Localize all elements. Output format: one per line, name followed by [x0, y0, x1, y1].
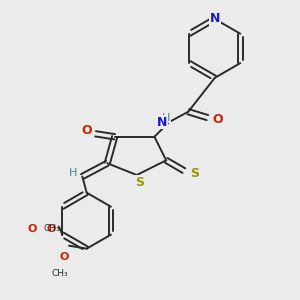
Text: O: O: [212, 112, 223, 126]
Text: CH₃: CH₃: [52, 269, 68, 278]
Text: H: H: [162, 112, 170, 123]
Text: S: S: [135, 176, 144, 189]
Text: O: O: [47, 224, 56, 235]
Text: H: H: [69, 168, 77, 178]
Text: N: N: [210, 13, 220, 26]
Text: O: O: [28, 224, 37, 234]
Text: CH₃: CH₃: [43, 224, 60, 233]
Text: N: N: [157, 116, 167, 128]
Text: O: O: [60, 253, 69, 262]
Text: O: O: [81, 124, 92, 137]
Text: S: S: [190, 167, 200, 180]
